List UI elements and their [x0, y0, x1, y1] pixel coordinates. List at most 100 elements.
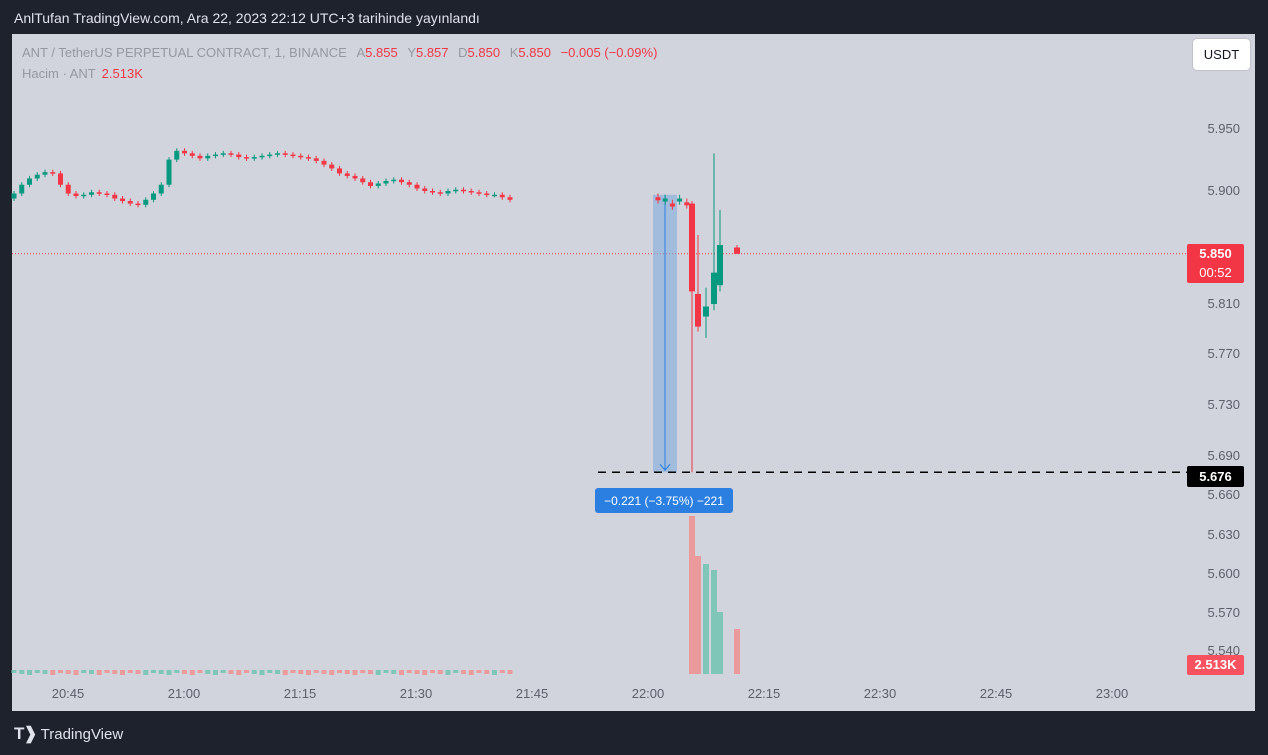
chart-frame[interactable]	[12, 34, 1255, 711]
candle-body	[127, 201, 133, 204]
candle-body	[58, 173, 63, 185]
volume-bar	[711, 570, 717, 674]
candle-body	[174, 150, 180, 160]
candle-body	[655, 197, 661, 201]
volume-bar	[337, 670, 342, 673]
volume-bar	[399, 670, 404, 675]
currency-button[interactable]: USDT	[1193, 39, 1250, 70]
volume-bar	[166, 670, 172, 675]
x-tick-label: 22:30	[864, 686, 897, 701]
candle-body	[711, 272, 717, 304]
volume-bar	[158, 670, 164, 674]
volume-bar	[352, 670, 358, 675]
volume-bar	[461, 670, 466, 674]
volume-bar	[58, 670, 63, 673]
candle-body	[669, 203, 675, 207]
candle-body	[236, 154, 242, 158]
symbol-label[interactable]: ANT / TetherUS PERPETUAL CONTRACT, 1, BI…	[22, 45, 347, 60]
volume-bar	[329, 670, 335, 675]
candle-body	[344, 173, 350, 176]
volume-bar	[734, 629, 740, 674]
volume-bar	[321, 670, 327, 674]
volume-bar	[689, 516, 695, 674]
candle-body	[717, 244, 723, 286]
volume-bar	[406, 670, 412, 673]
y-tick-label: 5.900	[1207, 183, 1240, 198]
measure-arrow-head	[659, 463, 671, 472]
candle-body	[298, 155, 304, 158]
x-tick-label: 21:00	[168, 686, 201, 701]
volume-bar	[220, 670, 226, 673]
x-tick-label: 22:45	[980, 686, 1013, 701]
volume-bar	[27, 670, 32, 675]
ohlc-legend: ANT / TetherUS PERPETUAL CONTRACT, 1, BI…	[22, 45, 657, 60]
candle-body	[151, 193, 156, 200]
volume-bar	[228, 670, 234, 674]
candle-body	[81, 194, 87, 197]
volume-bar	[197, 670, 203, 673]
candle-body	[205, 155, 211, 159]
candle-body	[703, 306, 709, 317]
volume-bar	[360, 670, 366, 673]
volume-bar	[430, 670, 435, 673]
candle-body	[112, 194, 118, 199]
horizontal-line-price-tag: 5.676	[1187, 466, 1244, 487]
candle-body	[89, 192, 94, 195]
candle-body	[695, 293, 701, 327]
candle-body	[120, 198, 125, 202]
high-label: Y	[407, 45, 416, 60]
candle-body	[166, 159, 172, 185]
candle-body	[414, 184, 420, 189]
volume-bar	[143, 670, 149, 675]
y-tick-label: 5.570	[1207, 605, 1240, 620]
volume-bar	[151, 670, 156, 673]
volume-bar	[205, 670, 211, 674]
volume-bar	[50, 670, 56, 675]
volume-bar	[453, 670, 459, 673]
close-value: 5.850	[518, 45, 551, 60]
candle-body	[27, 178, 32, 185]
candle-body	[352, 175, 358, 179]
volume-bar	[174, 670, 180, 673]
y-tick-label: 5.630	[1207, 527, 1240, 542]
candle-body	[244, 157, 249, 159]
candle-body	[430, 191, 435, 193]
volume-label[interactable]: Hacim · ANT	[22, 66, 96, 81]
y-tick-label: 5.810	[1207, 296, 1240, 311]
candle-body	[468, 191, 474, 193]
x-tick-label: 21:30	[400, 686, 433, 701]
candle-body	[734, 247, 740, 254]
candle-body	[484, 193, 490, 196]
candle-body	[65, 184, 71, 194]
candle-body	[399, 179, 404, 183]
y-tick-label: 5.540	[1207, 643, 1240, 658]
footer-brand[interactable]: T❱ TradingView	[14, 724, 123, 744]
candle-body	[329, 164, 335, 169]
candle-body	[182, 150, 187, 154]
candle-body	[383, 180, 389, 184]
volume-bar	[695, 556, 701, 674]
change-value: −0.005 (−0.09%)	[560, 45, 658, 60]
candle-body	[321, 160, 327, 165]
x-tick-label: 22:15	[748, 686, 781, 701]
candle-body	[275, 153, 280, 155]
candle-body	[360, 178, 366, 183]
candle-body	[282, 153, 288, 155]
volume-bar	[298, 670, 304, 674]
x-tick-label: 20:45	[52, 686, 85, 701]
volume-bar	[306, 670, 311, 675]
volume-bar	[492, 670, 497, 675]
volume-legend: Hacim · ANT 2.513K	[22, 66, 143, 81]
volume-bar	[42, 670, 48, 674]
candle-body	[422, 188, 428, 191]
candle-body	[368, 182, 373, 186]
volume-bar	[89, 670, 94, 674]
volume-bar	[422, 670, 428, 675]
measure-label[interactable]: −0.221 (−3.75%) −221	[595, 488, 733, 513]
candle-body	[143, 199, 149, 205]
candle-body	[213, 154, 218, 157]
volume-bar	[127, 670, 133, 673]
volume-bar	[437, 670, 443, 674]
candle-body	[251, 157, 257, 159]
